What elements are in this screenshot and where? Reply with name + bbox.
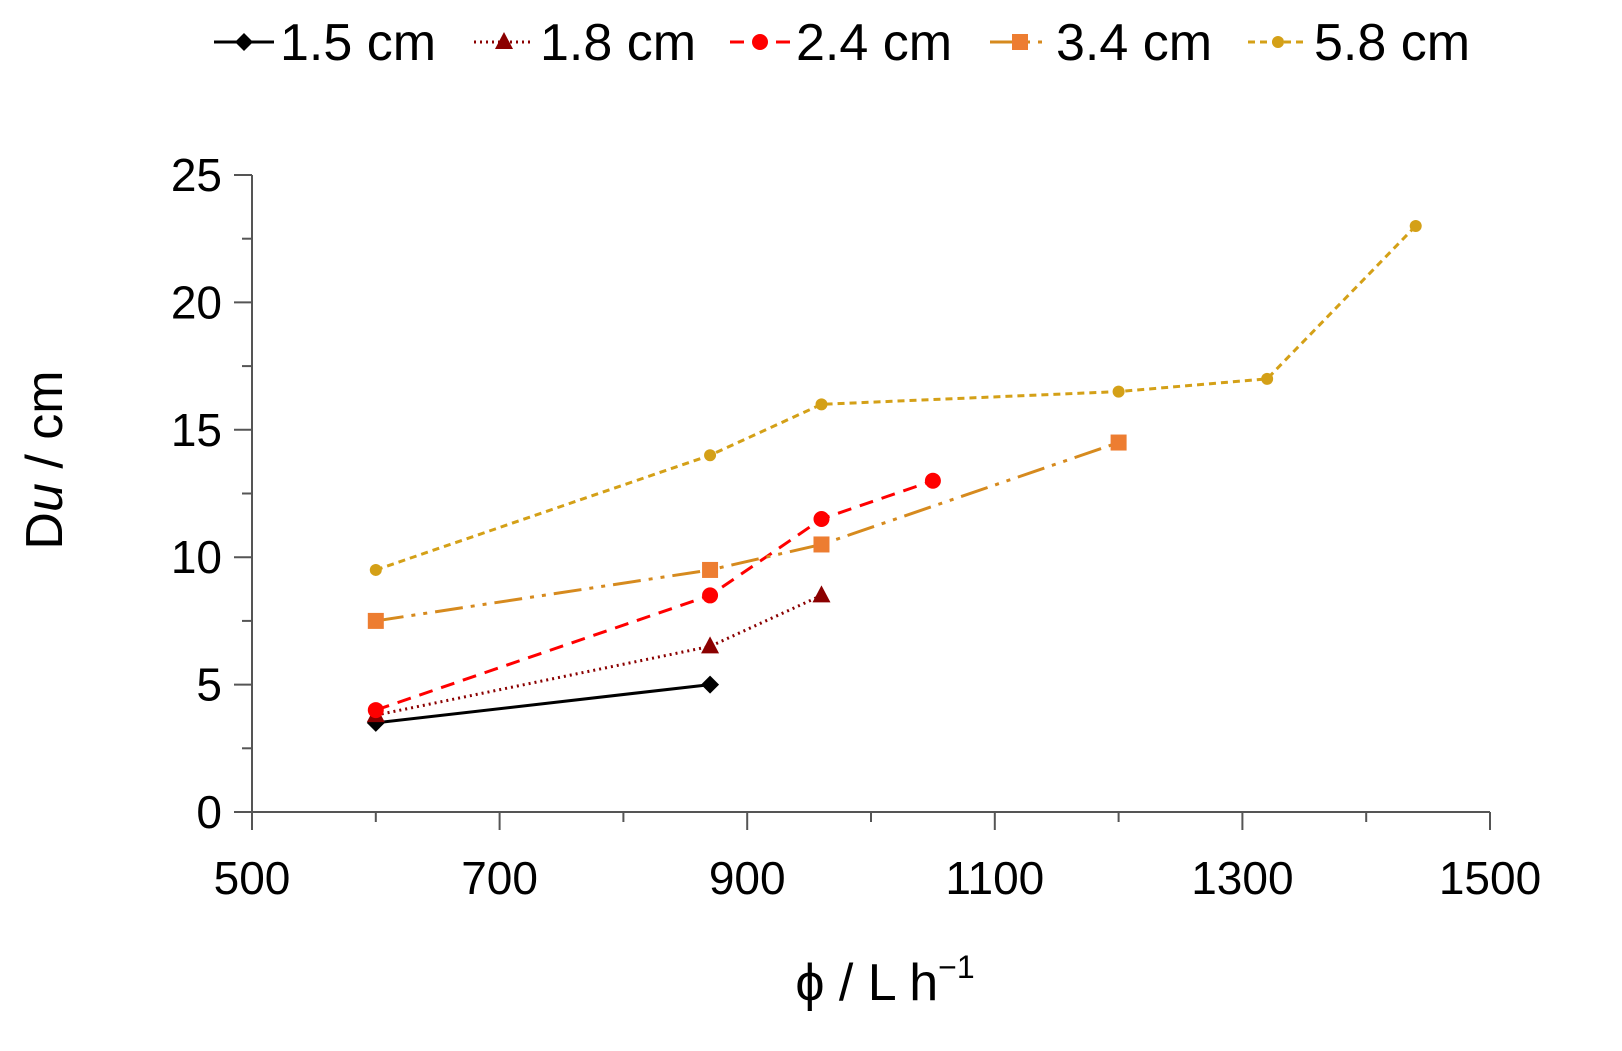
y-tick-label: 15 [171,404,222,456]
data-point-circle [1272,36,1284,48]
x-axis-title: ϕ / L h−1 [795,949,974,1012]
series-5-8-cm [369,219,1422,576]
data-point-diamond [235,33,253,51]
series-line [375,479,934,712]
data-point-square [813,536,830,553]
data-point-circle [752,34,768,50]
data-point-circle [815,398,828,411]
x-axis-title-sup: −1 [938,949,974,985]
data-point-circle [1112,385,1125,398]
series-layer [366,219,1422,732]
series-1-8-cm [366,585,831,723]
y-tick-label: 5 [196,659,222,711]
x-tick-label: 500 [214,852,291,904]
data-point-triangle [812,585,831,603]
legend-label: 1.5 cm [280,14,436,72]
data-point-triangle [495,32,513,49]
legend-item: 1.5 cm [214,14,436,72]
data-point-circle [704,449,717,462]
legend-item: 2.4 cm [730,14,952,72]
data-point-square [702,561,719,578]
series-2-4-cm [367,472,941,719]
data-point-circle [924,472,941,489]
y-axis-title: Du / cm [16,370,74,549]
x-tick-label: 1100 [945,852,1044,904]
data-point-circle [1261,372,1274,385]
series-line [375,224,1417,572]
data-point-circle [813,510,830,527]
legend-label: 5.8 cm [1314,14,1470,72]
legend-item: 1.8 cm [474,14,696,72]
y-axis-title-unit: / cm [16,370,74,483]
x-tick-label: 700 [461,852,538,904]
data-point-circle [369,563,382,576]
legend-item: 3.4 cm [990,14,1212,72]
legend-label: 1.8 cm [540,14,696,72]
y-tick-label: 10 [171,531,222,583]
data-point-diamond [701,675,720,694]
legend: 1.5 cm 1.8 cm 2.4 cm 3.4 cm 5.8 cm [214,14,1470,72]
y-axis-title-main: D [16,512,74,550]
y-axis-title-sub: u [16,483,74,512]
series-line [375,683,711,725]
x-tick-label: 1300 [1191,852,1293,904]
legend-label: 3.4 cm [1056,14,1212,72]
axes: 0 5 10 15 20 25 500 700 900 1100 1300 1500 [171,149,1541,904]
x-tick-label: 1500 [1439,852,1541,904]
data-point-circle [367,702,384,719]
data-point-circle [1409,219,1422,232]
x-tick-label: 900 [709,852,786,904]
y-tick-label: 20 [171,276,222,328]
series-3-4-cm [367,434,1127,629]
data-point-square [367,612,384,629]
data-point-triangle [701,636,720,654]
series-1-5-cm [366,675,720,732]
y-tick-label: 25 [171,149,222,201]
legend-label: 2.4 cm [796,14,952,72]
data-point-circle [702,587,719,604]
series-line [375,441,1120,623]
legend-item: 5.8 cm [1248,14,1470,72]
y-tick-label: 0 [196,786,222,838]
data-point-square [1110,434,1127,451]
x-axis-title-main: ϕ / L h [795,954,938,1012]
data-point-square [1012,34,1028,50]
